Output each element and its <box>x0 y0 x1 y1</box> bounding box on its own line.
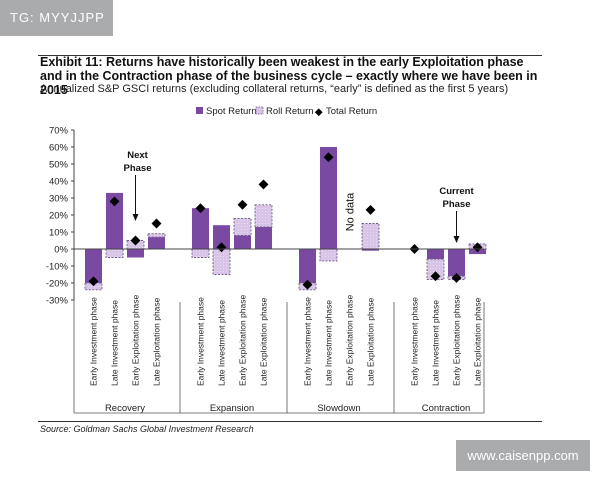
annotation-current-phase: Current <box>439 186 474 197</box>
y-tick-label: -20% <box>46 279 69 290</box>
phase-label: Late Exploitation phase <box>259 297 269 386</box>
spot-bar <box>299 249 316 283</box>
spot-bar <box>213 225 230 249</box>
annotation-current-phase-line2: Phase <box>443 199 471 210</box>
phase-label: Early Exploitation phase <box>131 295 141 386</box>
phase-label: Early Exploitation phase <box>238 295 248 386</box>
phase-label: Early Investment phase <box>410 297 420 386</box>
group-label: Recovery <box>105 403 145 414</box>
phase-label: Early Investment phase <box>89 297 99 386</box>
roll-bar <box>191 248 210 258</box>
spot-bar <box>192 208 209 249</box>
legend-label-spot: Spot Return <box>206 106 257 117</box>
legend-label-total: Total Return <box>326 106 377 117</box>
spot-bar <box>427 249 444 260</box>
phase-label: Early Exploitation phase <box>452 295 462 386</box>
total-return-marker <box>216 242 227 253</box>
y-tick-label: -30% <box>46 296 69 307</box>
total-return-marker <box>302 279 313 290</box>
total-return-marker <box>130 235 141 246</box>
roll-bar <box>319 248 338 262</box>
phase-label: Early Investment phase <box>196 297 206 386</box>
y-tick-label: 70% <box>49 126 69 137</box>
phase-label: Late Exploitation phase <box>473 297 483 386</box>
roll-bar <box>105 248 124 258</box>
y-tick-label: 60% <box>49 143 69 154</box>
phase-label: Late Investment phase <box>217 300 227 386</box>
annotation-next-phase: Next <box>127 150 148 161</box>
y-tick-label: 40% <box>49 177 69 188</box>
total-return-marker <box>451 272 462 283</box>
y-tick-label: -10% <box>46 262 69 273</box>
total-return-marker <box>109 196 120 207</box>
total-return-marker <box>258 179 269 190</box>
spot-bar <box>85 249 102 283</box>
source-rule <box>38 421 542 422</box>
total-return-marker <box>472 242 483 253</box>
current-phase-arrow-head <box>453 236 460 243</box>
total-return-marker <box>151 218 162 229</box>
annotation-next-phase-line2: Phase <box>124 163 152 174</box>
roll-bar <box>361 223 380 250</box>
next-phase-arrow-head <box>132 214 139 221</box>
legend-swatch-roll <box>255 106 264 115</box>
title-rule <box>38 55 542 56</box>
watermark-tag: TG: MYYJJPP <box>0 0 113 36</box>
total-return-marker <box>195 203 206 214</box>
spot-bar <box>448 249 465 277</box>
group-label: Slowdown <box>317 403 360 414</box>
spot-bar <box>127 249 144 258</box>
legend-label-roll: Roll Return <box>266 106 314 117</box>
watermark-site: www.caisenpp.com <box>456 440 590 471</box>
spot-bar <box>234 235 251 249</box>
spot-bar <box>148 237 165 249</box>
phase-label: Late Exploitation phase <box>152 297 162 386</box>
spot-bar <box>362 249 379 251</box>
roll-bar <box>233 217 252 236</box>
source-note: Source: Goldman Sachs Global Investment … <box>40 424 254 434</box>
group-label: Expansion <box>210 403 254 414</box>
y-tick-label: 30% <box>49 194 69 205</box>
spot-bar <box>255 226 272 249</box>
y-tick-label: 20% <box>49 211 69 222</box>
group-label: Contraction <box>422 403 471 414</box>
phase-label: Late Exploitation phase <box>366 297 376 386</box>
y-tick-label: 10% <box>49 228 69 239</box>
total-return-marker <box>237 199 248 210</box>
y-tick-label: 0% <box>54 245 68 256</box>
total-return-marker <box>365 204 376 215</box>
y-tick-label: 50% <box>49 160 69 171</box>
roll-bar <box>212 248 231 275</box>
total-return-marker <box>323 152 334 163</box>
phase-label: Late Investment phase <box>431 300 441 386</box>
annotation-no-data: No data <box>345 192 357 231</box>
roll-bar <box>254 204 273 228</box>
chart-subtitle: Annualized S&P GSCI returns (excluding c… <box>40 83 509 95</box>
legend-swatch-spot <box>196 107 203 114</box>
spot-bar <box>320 147 337 249</box>
phase-label: Late Investment phase <box>110 300 120 386</box>
spot-bar <box>106 192 123 249</box>
chart-title: Exhibit 11: Returns have historically be… <box>40 55 538 97</box>
phase-label: Early Exploitation phase <box>345 295 355 386</box>
roll-bar <box>147 233 166 238</box>
total-return-marker <box>430 271 441 282</box>
phase-label: Late Investment phase <box>324 300 334 386</box>
legend-marker-total <box>314 108 323 117</box>
phase-label: Early Investment phase <box>303 297 313 386</box>
